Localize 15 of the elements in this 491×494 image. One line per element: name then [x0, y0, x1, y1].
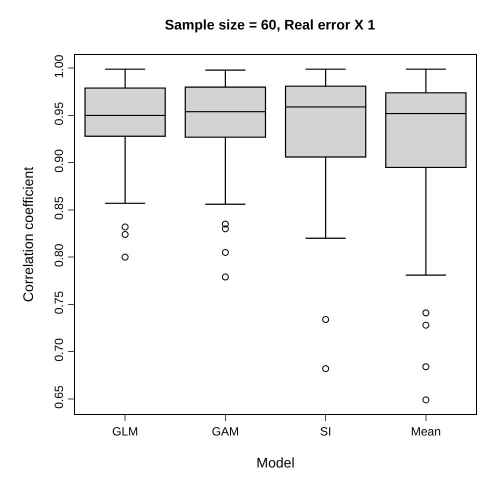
y-axis-title: Correlation coefficient: [20, 166, 36, 302]
y-tick-label: 0.70: [52, 338, 66, 362]
chart-title: Sample size = 60, Real error X 1: [164, 16, 376, 33]
y-tick-label: 0.75: [52, 290, 66, 314]
y-tick-label: 0.95: [52, 102, 66, 126]
x-tick-label: Mean: [410, 424, 441, 438]
y-tick-label: 0.90: [52, 148, 66, 173]
y-tick-label: 0.85: [52, 196, 66, 220]
x-tick-label: SI: [320, 424, 332, 438]
y-tick-label: 0.65: [52, 385, 66, 409]
y-tick-label: 0.80: [52, 243, 66, 268]
x-tick-label: GAM: [212, 424, 240, 438]
y-tick-label: 1.00: [52, 54, 66, 78]
x-axis-title: Model: [256, 454, 295, 471]
x-tick-label: GLM: [112, 424, 138, 438]
